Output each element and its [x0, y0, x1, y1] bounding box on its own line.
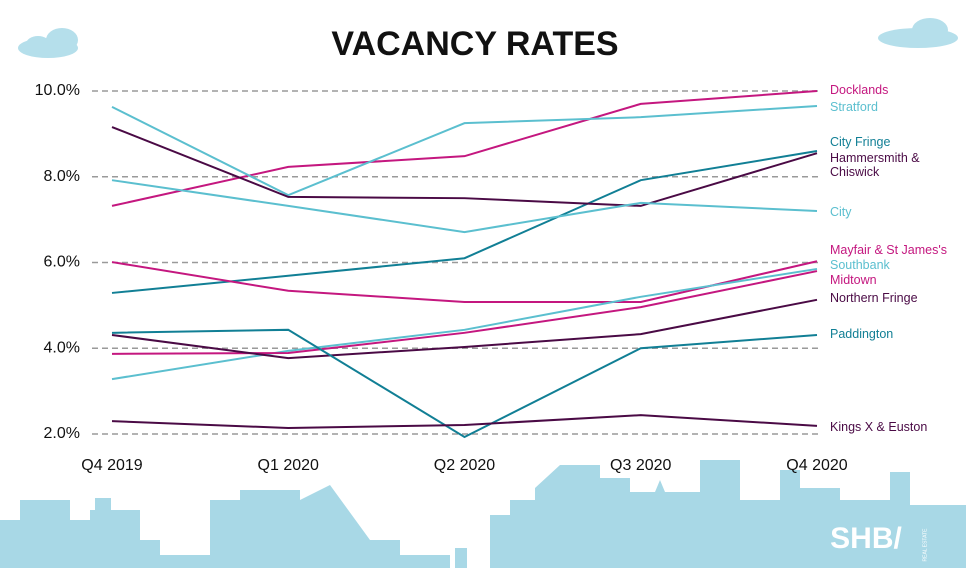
- decor-clouds: [18, 18, 958, 58]
- series-label: Mayfair & St James's: [830, 243, 947, 257]
- series-line: [111, 126, 818, 207]
- series-label: Northern Fringe: [830, 291, 918, 305]
- series-label: Midtown: [830, 273, 877, 287]
- y-tick-label: 6.0%: [44, 254, 80, 271]
- series-line: [111, 298, 818, 360]
- logo: SHB/: [830, 522, 902, 555]
- logo-subtext: REAL ESTATE: [922, 528, 928, 562]
- series-line: [111, 260, 818, 303]
- y-tick-label: 10.0%: [35, 82, 80, 99]
- series-line: [111, 267, 818, 381]
- x-tick-label: Q3 2020: [610, 457, 671, 474]
- series-label: Kings X & Euston: [830, 420, 928, 434]
- series-line: [111, 179, 818, 234]
- x-tick-label: Q4 2019: [81, 457, 142, 474]
- x-tick-label: Q2 2020: [434, 457, 495, 474]
- series-line: [111, 105, 818, 197]
- series-label: Paddington: [830, 327, 894, 341]
- x-tick-label: Q1 2020: [258, 457, 319, 474]
- y-tick-label: 8.0%: [44, 168, 80, 185]
- series-line: [111, 90, 818, 207]
- y-tick-label: 2.0%: [44, 425, 80, 442]
- decor-skyline: [0, 460, 966, 568]
- series-line: [111, 150, 818, 294]
- series-label: Stratford: [830, 100, 878, 114]
- x-tick-label: Q4 2020: [786, 457, 847, 474]
- series-label: City Fringe: [830, 135, 891, 149]
- series-label: Docklands: [830, 83, 889, 97]
- series-label: Southbank: [830, 258, 890, 272]
- series-line: [111, 270, 818, 355]
- series-label: Hammersmith & Chiswick: [830, 151, 920, 179]
- chart-title: VACANCY RATES: [331, 25, 618, 63]
- series-label: City: [830, 205, 852, 219]
- series-line: [111, 328, 818, 439]
- series-line: [111, 414, 818, 429]
- y-tick-label: 4.0%: [44, 339, 80, 356]
